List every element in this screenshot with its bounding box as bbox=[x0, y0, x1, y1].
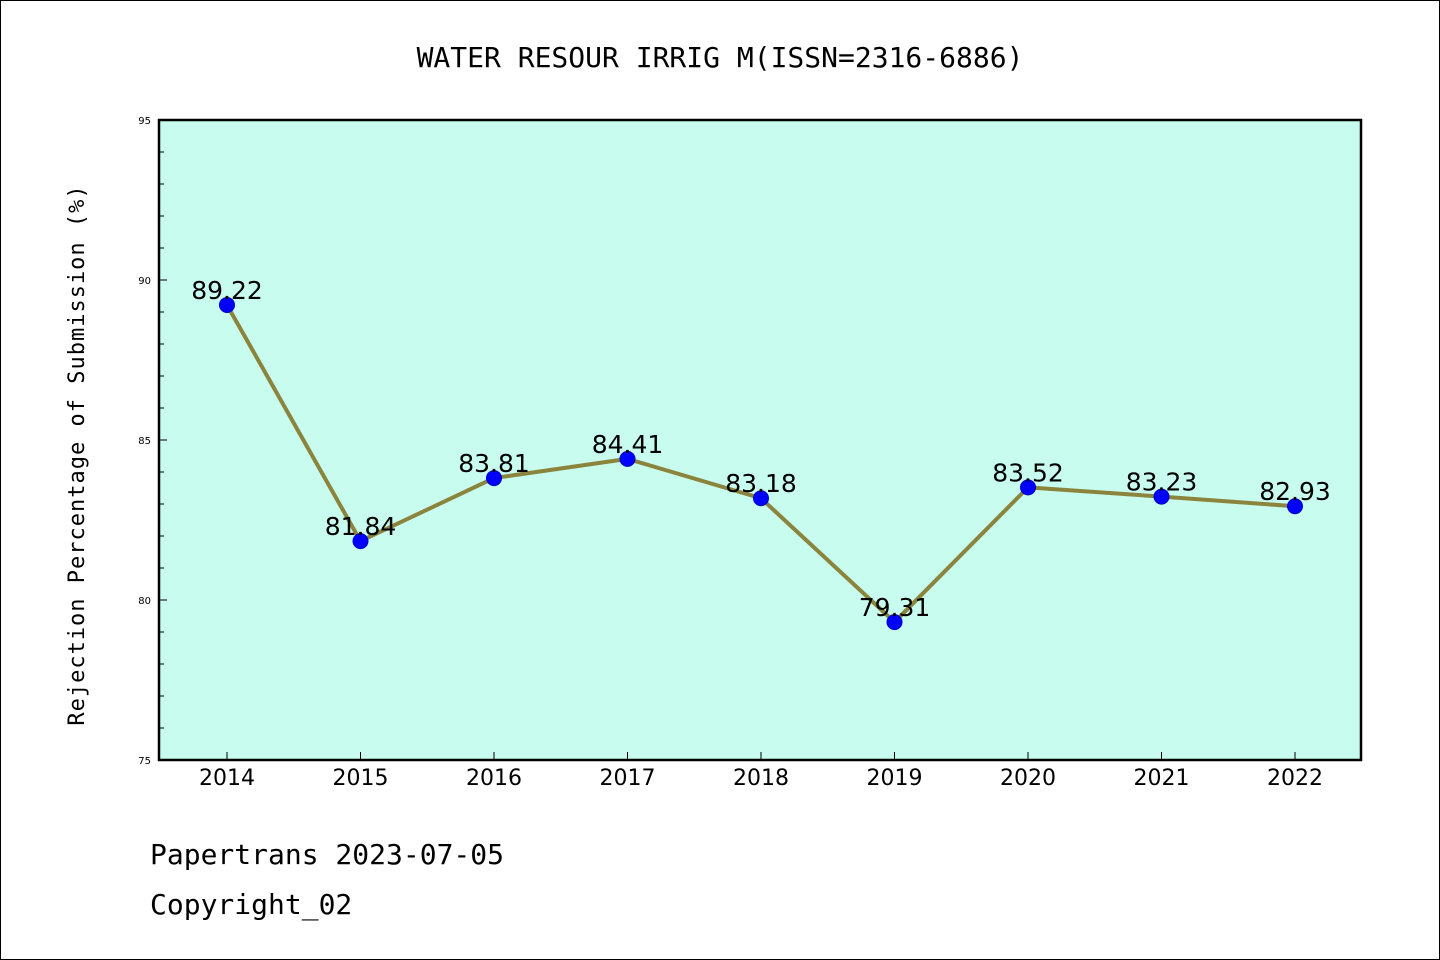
data-point bbox=[753, 490, 769, 507]
data-label: 83.52 bbox=[992, 458, 1064, 487]
data-label: 82.93 bbox=[1259, 477, 1331, 506]
data-point bbox=[886, 614, 903, 631]
x-axis: 2014 2015 2016 2017 2018 2019 2020 2021 2022 bbox=[199, 752, 1323, 791]
x-tick-label: 2021 bbox=[1134, 766, 1190, 791]
data-point bbox=[1287, 498, 1303, 515]
y-tick-label: 85 bbox=[138, 436, 151, 447]
x-tick-label: 2015 bbox=[333, 766, 389, 791]
data-label: 89.22 bbox=[191, 276, 263, 305]
footer-date: Papertrans 2023-07-05 bbox=[150, 838, 504, 871]
data-label: 83.81 bbox=[458, 449, 530, 478]
chart-title: WATER RESOUR IRRIG M(ISSN=2316-6886) bbox=[417, 41, 1024, 74]
y-axis-label: Rejection Percentage of Submission (%) bbox=[65, 184, 90, 725]
footer-copyright: Copyright_02 bbox=[150, 888, 352, 922]
data-label: 83.18 bbox=[725, 469, 797, 498]
data-point bbox=[352, 533, 369, 550]
y-tick-label: 75 bbox=[138, 756, 151, 767]
x-tick-label: 2018 bbox=[733, 766, 789, 791]
x-tick-label: 2016 bbox=[466, 766, 522, 791]
x-tick-label: 2020 bbox=[1000, 766, 1056, 791]
data-point bbox=[1020, 479, 1036, 496]
data-point bbox=[486, 470, 502, 487]
y-tick-label: 90 bbox=[138, 276, 151, 287]
data-label: 83.23 bbox=[1126, 468, 1198, 497]
data-point bbox=[219, 296, 235, 313]
series-layer: 89.22 81.84 83.81 84.41 83.18 79.31 83.52 83.23… bbox=[191, 276, 1331, 631]
y-axis: 75 80 85 90 95 bbox=[138, 116, 167, 767]
x-tick-label: 2019 bbox=[867, 766, 923, 791]
data-point bbox=[1153, 488, 1170, 505]
plot-area bbox=[157, 118, 1363, 762]
x-tick-label: 2017 bbox=[600, 766, 656, 791]
x-tick-label: 2022 bbox=[1267, 766, 1323, 791]
data-label: 79.31 bbox=[859, 593, 931, 622]
y-tick-label: 95 bbox=[138, 116, 151, 127]
data-label: 84.41 bbox=[592, 430, 664, 459]
x-tick-label: 2014 bbox=[199, 766, 255, 791]
data-label: 81.84 bbox=[325, 512, 397, 541]
y-tick-label: 80 bbox=[138, 596, 151, 607]
data-point bbox=[619, 450, 636, 467]
